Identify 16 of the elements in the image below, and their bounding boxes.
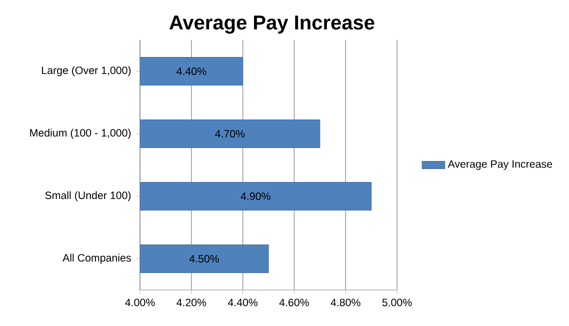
x-tick-label: 4.00%	[125, 298, 155, 306]
y-tick-label: All Companies	[62, 254, 131, 264]
data-label: 4.40%	[176, 67, 206, 76]
x-tick-label: 4.80%	[330, 298, 360, 306]
x-tick-label: 4.20%	[176, 298, 206, 306]
x-tick-label: 4.60%	[279, 298, 309, 306]
legend-label: Average Pay Increase	[448, 160, 552, 170]
chart-title: Average Pay Increase	[169, 16, 374, 34]
data-label: 4.50%	[189, 254, 219, 263]
data-label: 4.90%	[240, 192, 270, 200]
x-tick-label: 4.40%	[228, 298, 258, 306]
y-tick-label: Medium (100 - 1,000)	[30, 128, 131, 139]
y-tick-label: Small (Under 100)	[45, 191, 131, 202]
data-label: 4.70%	[215, 130, 245, 138]
y-tick-label: Large (Over 1,000)	[42, 66, 131, 76]
x-tick-label: 5.00%	[382, 298, 412, 306]
